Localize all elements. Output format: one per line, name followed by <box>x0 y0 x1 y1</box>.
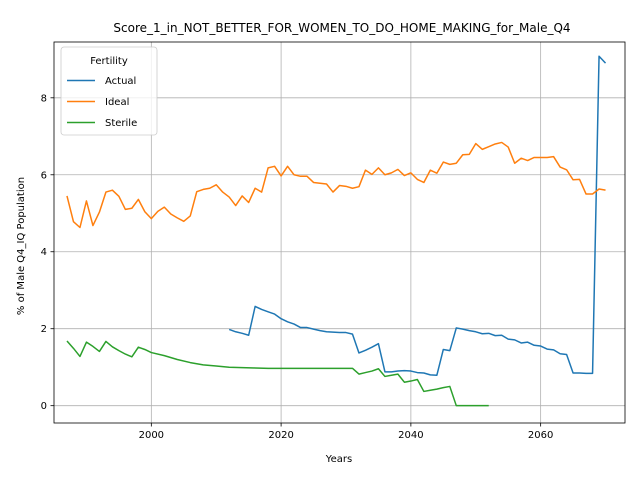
y-tick-label: 4 <box>41 247 47 258</box>
chart-title: Score_1_in_NOT_BETTER_FOR_WOMEN_TO_DO_HO… <box>113 21 570 35</box>
plot-frame <box>53 41 626 424</box>
x-tick-label: 2040 <box>398 430 423 441</box>
series-line-actual <box>228 55 607 377</box>
x-tick-label: 2000 <box>139 430 164 441</box>
series-lines <box>66 55 607 407</box>
axis-ticks: 2000 2020 2040 2060 0 2 4 6 8 <box>41 93 554 441</box>
x-tick-label: 2060 <box>528 430 553 441</box>
legend-label-actual: Actual <box>105 76 136 87</box>
y-tick-label: 0 <box>41 401 47 412</box>
legend: Fertility Actual Ideal Sterile <box>60 46 158 136</box>
legend-title: Fertility <box>90 56 128 67</box>
y-tick-label: 8 <box>41 93 47 104</box>
y-tick-label: 2 <box>41 324 47 335</box>
y-tick-label: 6 <box>41 170 47 181</box>
series-line-ideal <box>66 141 606 229</box>
x-tick-label: 2020 <box>268 430 293 441</box>
series-line-sterile <box>66 340 489 407</box>
legend-label-ideal: Ideal <box>105 97 129 108</box>
legend-label-sterile: Sterile <box>105 118 137 129</box>
x-axis-label: Years <box>325 454 352 465</box>
legend-box <box>60 46 158 136</box>
y-axis-label: % of Male Q4_IQ Population <box>16 177 27 315</box>
